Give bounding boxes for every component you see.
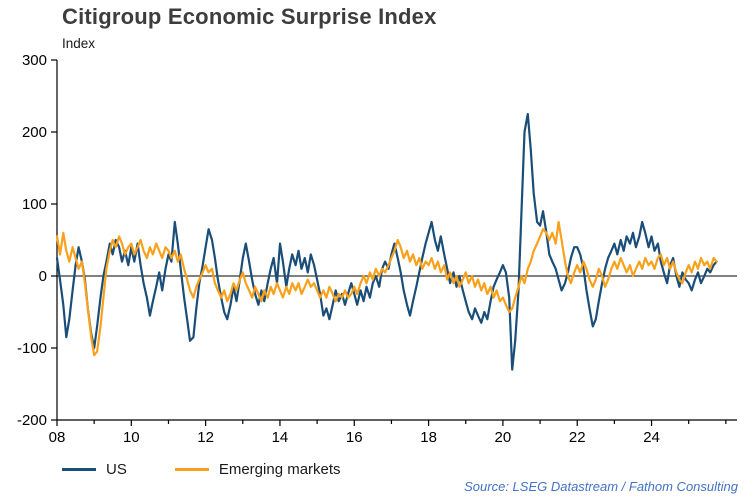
page-title: Citigroup Economic Surprise Index xyxy=(62,4,437,29)
chart-legend: US Emerging markets xyxy=(62,461,389,478)
x-tick-label: 24 xyxy=(643,429,660,446)
x-tick-label: 10 xyxy=(123,429,140,446)
y-tick-label: 100 xyxy=(22,196,47,213)
x-tick-label: 08 xyxy=(49,429,66,446)
y-axis-unit-label: Index xyxy=(62,36,96,51)
us-line-swatch xyxy=(62,467,96,472)
y-tick-label: -100 xyxy=(17,340,47,357)
legend-item-emerging-markets: Emerging markets xyxy=(174,461,341,478)
legend-label-us: US xyxy=(106,461,127,478)
x-tick-label: 12 xyxy=(197,429,214,446)
emerging-markets-line-swatch xyxy=(174,467,209,472)
series-line-us xyxy=(55,112,718,371)
source-note: Source: LSEG Datastream / Fathom Consult… xyxy=(464,479,738,494)
y-tick-label: 0 xyxy=(39,268,47,285)
x-tick-label: 18 xyxy=(420,429,437,446)
x-tick-label: 16 xyxy=(346,429,363,446)
line-chart: -200 -100 0 100 200 300 08 10 12 14 16 18 20 22 24 xyxy=(17,52,737,446)
series-line-emerging-markets xyxy=(55,220,718,357)
legend-item-us: US xyxy=(62,461,127,478)
x-tick-label: 14 xyxy=(272,429,289,446)
y-tick-label: -200 xyxy=(17,412,47,429)
y-tick-label: 200 xyxy=(22,124,47,141)
x-tick-label: 20 xyxy=(495,429,512,446)
y-tick-label: 300 xyxy=(22,52,47,69)
x-tick-label: 22 xyxy=(569,429,586,446)
legend-label-emerging-markets: Emerging markets xyxy=(218,461,341,478)
